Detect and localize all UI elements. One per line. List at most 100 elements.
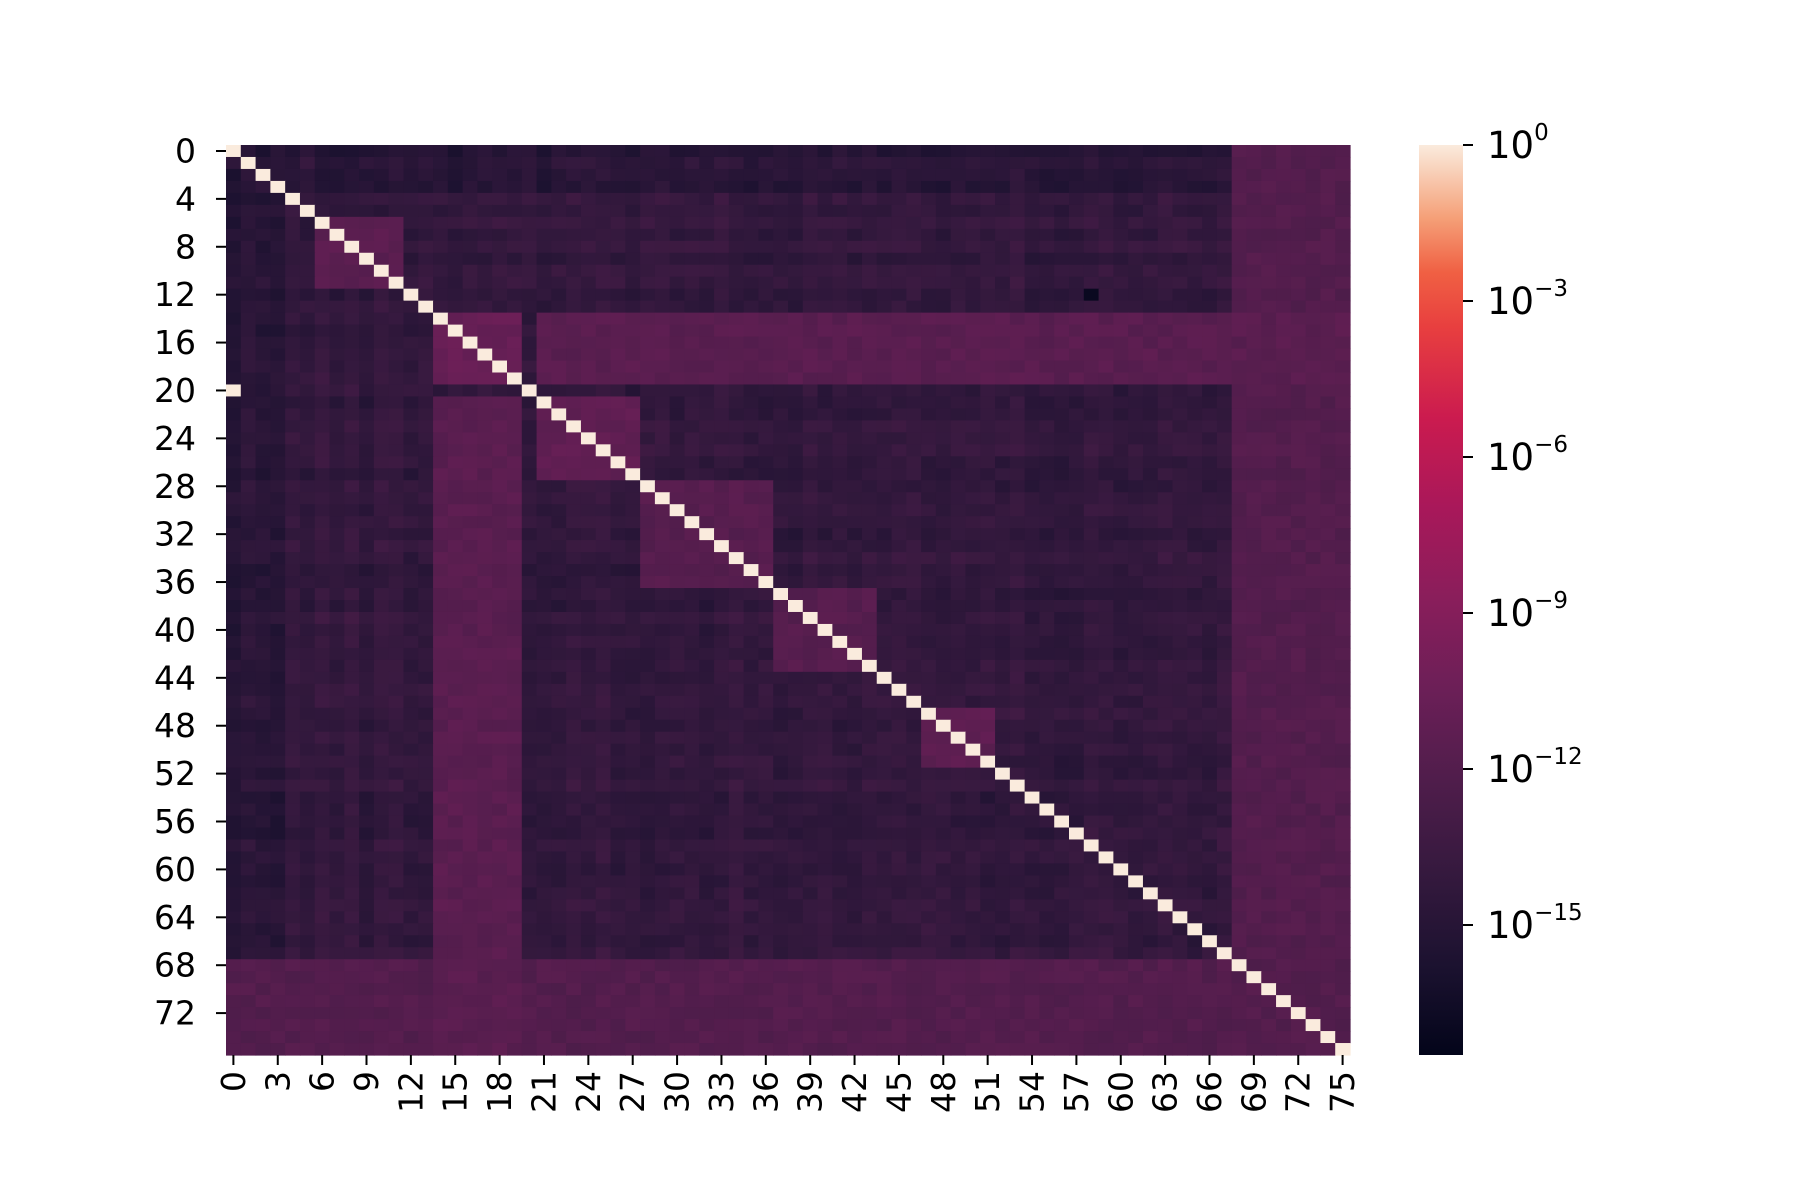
heatmap-cell xyxy=(802,252,819,266)
heatmap-cell xyxy=(699,887,715,900)
heatmap-cell xyxy=(1172,623,1188,637)
heatmap-cell xyxy=(1320,432,1336,445)
heatmap-cell xyxy=(1009,276,1026,290)
heatmap-cell xyxy=(1039,420,1055,433)
heatmap-cell xyxy=(1069,396,1085,410)
heatmap-cell xyxy=(832,623,848,637)
heatmap-cell xyxy=(921,312,937,326)
heatmap-cell xyxy=(950,767,967,781)
heatmap-cell xyxy=(1320,252,1336,266)
heatmap-cell xyxy=(1069,743,1085,757)
heatmap-cell xyxy=(240,815,257,829)
heatmap-cell xyxy=(1142,300,1159,314)
heatmap-cell xyxy=(1009,372,1026,386)
heatmap-cell xyxy=(935,875,952,888)
heatmap-cell xyxy=(625,348,641,362)
heatmap-cell xyxy=(285,324,301,338)
heatmap-cell xyxy=(240,767,257,781)
heatmap-cell xyxy=(344,168,360,182)
heatmap-cell xyxy=(1024,516,1041,529)
heatmap-cell xyxy=(359,671,375,685)
heatmap-cell xyxy=(832,456,848,469)
heatmap-cell xyxy=(566,252,582,266)
heatmap-cell xyxy=(1261,300,1277,314)
heatmap-cell xyxy=(566,695,582,709)
heatmap-cell xyxy=(388,779,405,793)
heatmap-cell xyxy=(847,755,863,769)
heatmap-cell xyxy=(1335,360,1351,374)
heatmap-cell xyxy=(817,588,833,601)
heatmap-cell xyxy=(447,695,464,709)
heatmap-cell xyxy=(447,420,464,433)
heatmap-cell xyxy=(418,791,434,805)
heatmap-cell xyxy=(610,240,626,254)
heatmap-cell xyxy=(240,540,257,553)
heatmap-cell xyxy=(270,444,286,457)
heatmap-cell xyxy=(906,264,922,278)
heatmap-cell xyxy=(551,695,567,709)
heatmap-cell xyxy=(536,875,552,888)
heatmap-cell xyxy=(1320,707,1336,721)
heatmap-cell xyxy=(817,827,833,841)
heatmap-cell xyxy=(521,180,538,194)
heatmap-cell xyxy=(906,432,922,445)
heatmap-cell xyxy=(980,528,996,541)
heatmap-cell xyxy=(403,180,419,194)
heatmap-cell xyxy=(906,923,922,936)
heatmap-cell xyxy=(1246,240,1262,254)
heatmap-cell xyxy=(950,588,967,601)
heatmap-cell xyxy=(847,875,863,888)
heatmap-cell xyxy=(344,312,360,326)
heatmap-cell xyxy=(935,564,952,577)
heatmap-cell xyxy=(1128,276,1144,290)
heatmap-cell xyxy=(1202,671,1218,685)
heatmap-cell xyxy=(950,288,967,302)
heatmap-cell xyxy=(1305,731,1322,745)
heatmap-cell xyxy=(477,384,493,398)
heatmap-cell xyxy=(1216,156,1233,170)
heatmap-cell xyxy=(654,300,671,314)
heatmap-cell xyxy=(817,779,833,793)
heatmap-cell xyxy=(1231,432,1248,445)
heatmap-cell xyxy=(447,791,464,805)
heatmap-cell xyxy=(1202,899,1218,912)
heatmap-cell xyxy=(921,863,937,876)
heatmap-cell xyxy=(847,588,863,601)
heatmap-cell xyxy=(1083,791,1100,805)
heatmap-cell xyxy=(462,827,479,841)
heatmap-cell xyxy=(1305,719,1322,733)
heatmap-cell xyxy=(433,336,449,350)
heatmap-cell xyxy=(788,168,804,182)
heatmap-cell xyxy=(1054,695,1070,709)
heatmap-cell xyxy=(492,887,508,900)
heatmap-cell xyxy=(743,324,760,338)
heatmap-cell xyxy=(684,372,700,386)
heatmap-cell xyxy=(1305,791,1322,805)
heatmap-cell xyxy=(1290,492,1307,505)
heatmap-cell xyxy=(625,456,641,469)
heatmap-cell xyxy=(699,611,715,625)
heatmap-cell xyxy=(980,815,996,829)
heatmap-cell xyxy=(255,264,271,278)
heatmap-cell xyxy=(1231,288,1248,302)
heatmap-cell xyxy=(788,420,804,433)
heatmap-cell xyxy=(255,791,271,805)
heatmap-cell xyxy=(1290,875,1307,888)
heatmap-cell xyxy=(1098,420,1114,433)
heatmap-cell xyxy=(610,875,626,888)
heatmap-cell xyxy=(1305,695,1322,709)
heatmap-cell xyxy=(699,432,715,445)
heatmap-cell xyxy=(832,348,848,362)
heatmap-cell xyxy=(965,719,981,733)
heatmap-cell xyxy=(935,456,952,469)
heatmap-cell xyxy=(388,168,405,182)
heatmap-cell xyxy=(1157,863,1174,876)
heatmap-cell xyxy=(728,408,745,421)
heatmap-cell xyxy=(521,396,538,410)
heatmap-cell xyxy=(447,264,464,278)
heatmap-cell xyxy=(359,600,375,613)
heatmap-cell xyxy=(418,839,434,853)
heatmap-cell xyxy=(1054,456,1070,469)
heatmap-cell xyxy=(995,240,1011,254)
heatmap-cell xyxy=(226,683,242,697)
